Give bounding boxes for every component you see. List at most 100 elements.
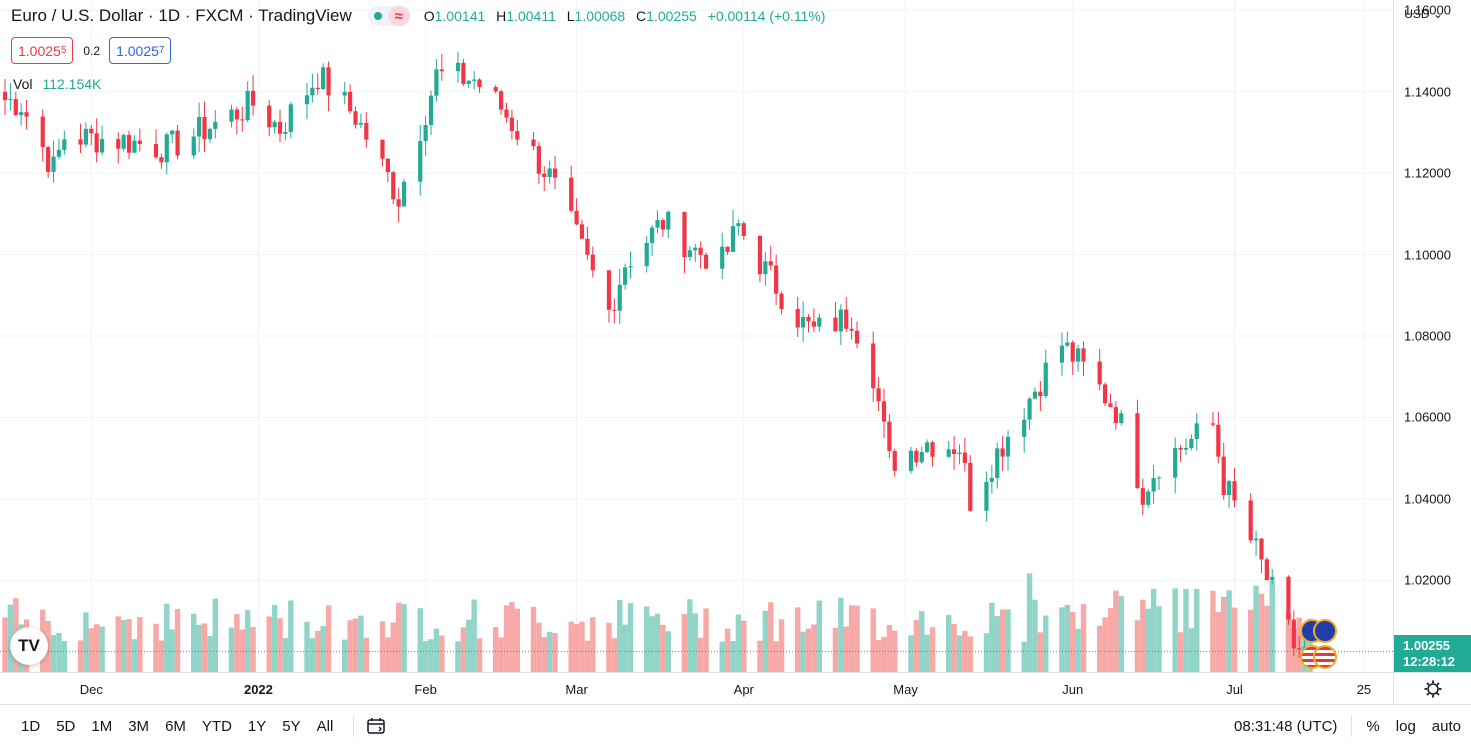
volume-bar	[1102, 617, 1108, 672]
candle-body	[1248, 500, 1253, 541]
candle-body	[250, 90, 256, 106]
range-button-ytd[interactable]: YTD	[201, 717, 232, 735]
range-button-5d[interactable]: 5D	[56, 717, 76, 735]
volume-bar	[1005, 609, 1011, 672]
range-button-3m[interactable]: 3M	[128, 717, 150, 735]
candle-body	[353, 111, 358, 125]
range-button-1m[interactable]: 1M	[91, 717, 113, 735]
candle-body	[1038, 391, 1043, 397]
candle-body	[401, 181, 407, 207]
volume-bar	[288, 600, 294, 672]
tradingview-logo[interactable]: TV	[10, 627, 48, 665]
time-axis[interactable]: Dec 2022 Feb Mar Apr May Jun Jul 25	[0, 672, 1393, 704]
market-status[interactable]: ≈	[367, 6, 410, 26]
candle-body	[277, 121, 283, 134]
volume-bar	[93, 624, 100, 672]
candle-body	[612, 309, 617, 311]
volume-bar	[967, 636, 973, 672]
candle-body	[326, 67, 331, 96]
candle-body	[428, 95, 434, 125]
candle-body	[51, 156, 56, 172]
range-button-5y[interactable]: 5Y	[282, 717, 301, 735]
range-button-1y[interactable]: 1Y	[247, 717, 267, 735]
candle-body	[434, 69, 439, 96]
candle-body	[623, 267, 628, 285]
volume-bar	[201, 623, 208, 672]
symbol-title[interactable]: Euro / U.S. Dollar · 1D · FXCM · Trading…	[11, 6, 352, 25]
us-flag-icon[interactable]	[1313, 645, 1337, 669]
volume-bar	[277, 618, 283, 672]
volume-bar	[115, 616, 121, 672]
candle-body	[779, 293, 784, 310]
volume-bar	[196, 624, 202, 672]
candle-body	[1135, 413, 1140, 489]
volume-bar	[644, 606, 650, 672]
candle-body	[585, 238, 590, 255]
range-button-1d[interactable]: 1D	[21, 717, 41, 735]
volume-bar	[1210, 590, 1216, 672]
candle-body	[1140, 488, 1145, 505]
volume-bar	[541, 637, 547, 672]
candle-body	[321, 67, 326, 90]
range-button-all[interactable]: All	[316, 717, 334, 735]
time-tick-label: May	[893, 682, 918, 697]
candle-body	[304, 95, 310, 105]
volume-bar	[1285, 613, 1292, 672]
volume-bar	[126, 619, 132, 672]
candle-body	[153, 143, 159, 158]
volume-bar	[530, 606, 537, 672]
candle-body	[881, 401, 887, 422]
candle-body	[391, 172, 396, 200]
volume-bar	[579, 621, 585, 672]
volume-bar	[50, 635, 57, 672]
volume-bar	[741, 620, 747, 672]
candle-body	[946, 449, 951, 457]
eu-flag-icon[interactable]	[1313, 619, 1337, 643]
volume-bar	[390, 622, 396, 672]
candle-body	[207, 128, 213, 140]
volume-bar	[352, 618, 359, 672]
candle-body	[908, 450, 914, 471]
percent-scale-toggle[interactable]: %	[1366, 717, 1380, 735]
candle-body	[628, 266, 633, 268]
volume-bar	[131, 639, 138, 672]
currency-selector[interactable]: USD ⌄	[1404, 7, 1443, 21]
candle-body	[930, 442, 935, 457]
delayed-data-icon: ≈	[387, 6, 410, 26]
volume-bar	[703, 608, 709, 672]
volume-bar	[811, 624, 817, 672]
volume-bar	[88, 628, 94, 672]
candle-body	[1065, 342, 1070, 346]
candle-body	[132, 140, 137, 153]
volume-bar	[1059, 607, 1065, 672]
utc-clock[interactable]: 08:31:48 (UTC)	[1234, 717, 1338, 735]
price-scale[interactable]: 1.16000 1.14000 1.12000 1.10000 1.08000 1.060…	[1393, 0, 1471, 672]
candle-body	[720, 246, 725, 269]
range-button-6m[interactable]: 6M	[165, 717, 186, 735]
candle-body	[984, 481, 989, 511]
sell-button[interactable]: 1.0025 5	[11, 37, 74, 64]
volume-bar	[606, 622, 612, 672]
chart-settings-button[interactable]	[1393, 672, 1471, 704]
log-scale-toggle[interactable]: log	[1395, 717, 1416, 735]
price-chart[interactable]	[0, 0, 1393, 672]
volume-bar	[1172, 588, 1178, 672]
date-range-icon[interactable]	[366, 716, 386, 736]
candle-body	[876, 388, 881, 402]
buy-button[interactable]: 1.0025 7	[109, 37, 172, 64]
candle-body	[175, 130, 180, 156]
candle-body	[2, 91, 8, 101]
candle-body	[725, 246, 730, 252]
volume-bar	[401, 604, 407, 672]
candlestick-series	[2, 51, 1313, 660]
volume-legend[interactable]: Vol 112.154K	[13, 76, 101, 92]
volume-bar	[514, 608, 520, 672]
volume-bar	[536, 622, 542, 672]
candle-body	[1253, 538, 1259, 541]
gear-icon	[1424, 680, 1441, 697]
candle-body	[396, 199, 401, 207]
candle-body	[811, 321, 816, 327]
auto-scale-toggle[interactable]: auto	[1431, 717, 1461, 735]
candle-body	[698, 247, 703, 255]
candle-body	[197, 117, 202, 137]
